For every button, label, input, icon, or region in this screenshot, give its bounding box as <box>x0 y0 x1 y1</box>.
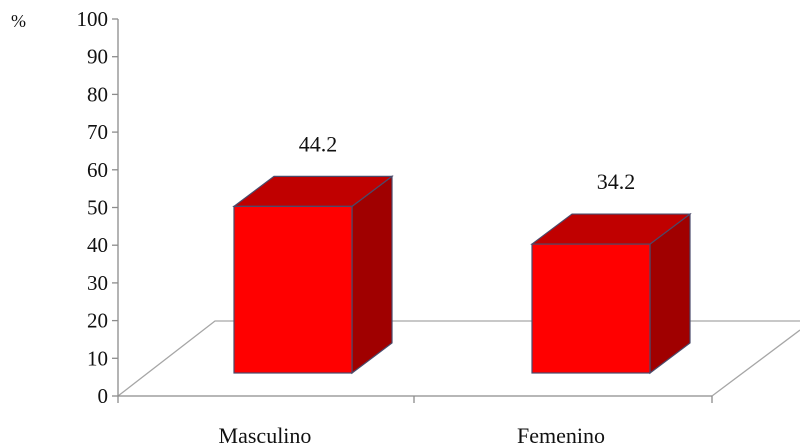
y-tick-label: 0 <box>98 384 109 408</box>
y-tick-label: 40 <box>87 233 108 257</box>
x-category-label: Femenino <box>517 423 605 447</box>
y-tick-label: 70 <box>87 120 108 144</box>
bar-masculino <box>232 175 394 375</box>
bar-femenino <box>530 212 692 375</box>
y-tick-label: 90 <box>87 45 108 69</box>
y-axis-label: % <box>11 11 26 31</box>
y-tick-label: 10 <box>87 346 108 370</box>
y-tick-label: 50 <box>87 196 108 220</box>
y-tick-label: 20 <box>87 309 108 333</box>
chart-bars <box>232 175 692 375</box>
bar-side-face <box>351 175 393 375</box>
y-tick-label: 30 <box>87 271 108 295</box>
data-label: 34.2 <box>597 169 636 194</box>
x-category-label: Masculino <box>219 423 312 447</box>
y-tick-label: 100 <box>77 7 109 31</box>
data-label: 44.2 <box>299 131 338 156</box>
y-tick-label: 80 <box>87 82 108 106</box>
y-tick-label: 60 <box>87 158 108 182</box>
floor-back-edge <box>117 320 800 397</box>
bar-front-face <box>233 205 353 374</box>
chart-labels: % 44.2 Masculino 34.2 Femenino <box>11 11 635 447</box>
chart-floor <box>117 320 800 397</box>
floor-right-edge <box>711 329 800 397</box>
chart-axes: 0 10 20 30 40 50 60 70 80 90 100 <box>77 7 713 408</box>
bar-front-face <box>531 243 651 374</box>
